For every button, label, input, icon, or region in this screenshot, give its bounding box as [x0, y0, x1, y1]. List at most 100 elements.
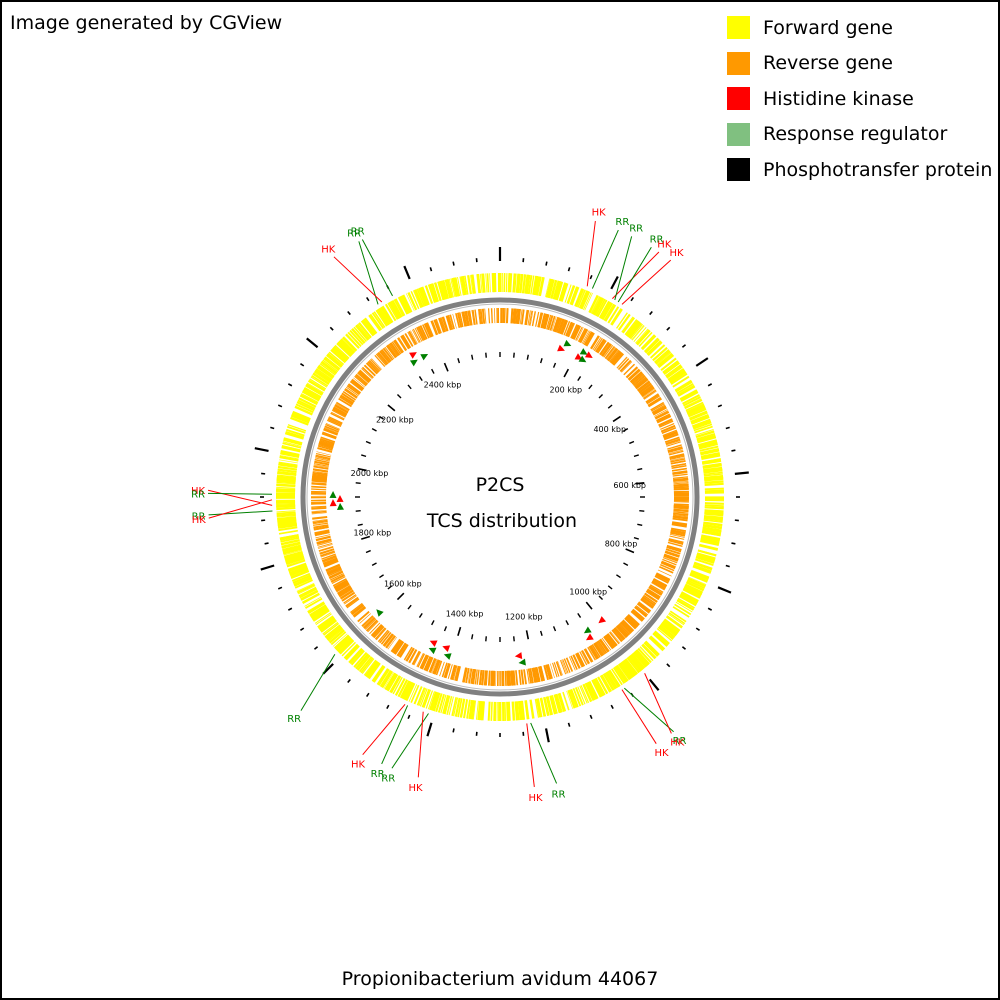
reverse-gene-bar: [457, 312, 463, 328]
forward-gene-bar: [332, 633, 348, 647]
reverse-gene-bar: [313, 525, 329, 529]
forward-gene-bar: [285, 431, 305, 439]
forward-gene-bar: [704, 509, 724, 513]
forward-gene-bar: [659, 624, 676, 639]
reverse-gene-bar: [312, 473, 328, 478]
forward-gene-bar: [356, 654, 371, 671]
reverse-gene-bar: [538, 312, 544, 328]
reverse-gene-bar: [406, 647, 415, 662]
reverse-gene-bar: [553, 662, 560, 677]
forward-gene-bar: [277, 474, 297, 478]
reverse-gene-bar: [354, 374, 368, 386]
reverse-gene-bar: [621, 619, 634, 632]
forward-gene-bar: [529, 699, 534, 719]
reverse-gene-bar: [652, 405, 667, 415]
forward-gene-bar: [616, 664, 629, 682]
reverse-gene-bar: [391, 639, 401, 653]
forward-gene-bar: [277, 469, 297, 473]
reverse-gene-bar: [652, 580, 666, 589]
reverse-gene-bar: [575, 653, 583, 668]
forward-gene-bar: [457, 698, 463, 718]
reverse-gene-bar: [649, 585, 663, 594]
reverse-gene-bar: [350, 603, 364, 615]
forward-gene-bar: [591, 679, 603, 698]
reverse-gene-bar: [382, 633, 394, 647]
reverse-gene-bar: [579, 328, 588, 343]
reverse-gene-bar: [329, 571, 344, 579]
scale-minor-tick: [387, 585, 393, 590]
forward-gene-bar: [620, 661, 634, 678]
reverse-gene-bar: [635, 378, 648, 389]
reverse-gene-bar: [311, 510, 327, 512]
forward-gene-bar: [690, 414, 710, 424]
forward-gene-bar: [693, 562, 713, 571]
forward-gene-bar: [381, 671, 394, 689]
reverse-gene-bar: [324, 561, 339, 568]
reverse-gene-bar: [603, 344, 614, 358]
forward-gene-bar: [332, 346, 349, 361]
reverse-gene-bar: [594, 642, 604, 656]
forward-gene-bar: [693, 564, 712, 573]
forward-gene-bar: [463, 275, 468, 295]
reverse-gene-bar: [442, 662, 448, 678]
forward-gene-bar: [514, 701, 519, 721]
forward-gene-bar: [574, 687, 584, 706]
forward-gene-bar: [602, 673, 615, 691]
forward-gene-bar: [656, 352, 672, 365]
reverse-gene-bar: [328, 569, 343, 577]
forward-gene-bar: [276, 477, 296, 481]
forward-gene-bar: [309, 604, 327, 616]
reverse-gene-bar: [640, 385, 654, 396]
forward-gene-bar: [353, 651, 367, 668]
forward-gene-bar: [367, 661, 380, 679]
reverse-gene-bar: [605, 347, 616, 360]
reverse-gene-bar: [647, 588, 661, 598]
forward-gene-bar: [298, 397, 317, 408]
forward-gene-bar: [276, 504, 296, 507]
reverse-gene-bar: [668, 448, 683, 454]
reverse-gene-bar: [311, 506, 327, 508]
reverse-gene-bar: [514, 308, 517, 324]
reverse-gene-bar: [636, 380, 650, 391]
outer-minor-tick: [666, 663, 671, 668]
forward-gene-bar: [514, 273, 517, 293]
reverse-gene-bar: [483, 308, 486, 324]
callout-line: [530, 722, 558, 784]
outer-minor-tick: [649, 310, 653, 316]
outer-major-tick: [426, 722, 433, 737]
forward-gene-bar: [278, 524, 298, 529]
forward-gene-bar: [607, 306, 620, 324]
reverse-gene-bar: [527, 668, 531, 684]
forward-gene-bar: [643, 642, 659, 657]
reverse-gene-swatch: [727, 51, 750, 75]
reverse-gene-bar: [314, 530, 330, 535]
histidine-kinase-arrow: [585, 633, 594, 641]
reverse-gene-bar: [367, 620, 379, 633]
forward-gene-bar: [686, 579, 706, 589]
reverse-gene-bar: [344, 389, 358, 399]
reverse-gene-bar: [664, 436, 680, 444]
reverse-gene-bar: [602, 344, 613, 357]
reverse-gene-bar: [665, 548, 681, 555]
reverse-gene-bar: [390, 638, 401, 652]
phosphotransfer-protein-swatch: [727, 158, 750, 182]
reverse-gene-bar: [549, 315, 555, 331]
forward-gene-bar: [687, 407, 706, 416]
forward-gene-bar: [685, 582, 704, 592]
forward-gene-bar: [526, 274, 531, 294]
forward-gene-bar: [290, 416, 309, 425]
forward-gene-bar: [280, 449, 300, 456]
reverse-gene-bar: [673, 488, 689, 491]
reverse-gene-bar: [343, 594, 357, 604]
reverse-gene-bar: [587, 647, 596, 661]
forward-gene-bar: [662, 360, 679, 373]
reverse-gene-bar: [478, 309, 482, 325]
forward-gene-bar: [696, 434, 716, 442]
reverse-gene-bar: [397, 337, 407, 351]
forward-gene-bar: [680, 390, 698, 401]
forward-gene-bar: [663, 619, 680, 633]
forward-gene-bar: [468, 699, 474, 720]
forward-gene-bar: [579, 685, 588, 704]
legend-item-histidine-kinase: Histidine kinase: [727, 81, 992, 117]
